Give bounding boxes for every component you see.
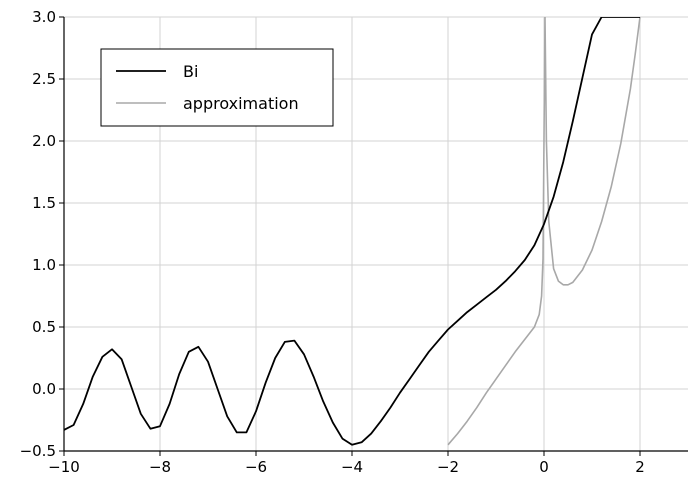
legend-label: Bi (183, 62, 198, 81)
legend-box (100, 48, 334, 127)
tick-labels: −10 −8 −6 −4 −2 0 2 −0.5 0.0 0.5 1.0 1.5 2.0 2.5 3.0 (20, 8, 645, 476)
y-tick-label: 1.5 (32, 194, 56, 212)
y-tick-label: −0.5 (20, 442, 56, 460)
x-tick-label: −6 (245, 458, 267, 476)
legend-label: approximation (183, 94, 299, 113)
x-tick-label: 2 (635, 458, 645, 476)
y-tick-label: 1.0 (32, 256, 56, 274)
series-line-approximation (447, 17, 641, 446)
legend: Bi approximation (100, 48, 334, 127)
y-tick-label: 0.5 (32, 318, 56, 336)
series-line-bi (64, 17, 640, 446)
x-tick-label: −2 (437, 458, 459, 476)
series-layer (64, 17, 641, 446)
y-tick-label: 0.0 (32, 380, 56, 398)
y-tick-label: 2.5 (32, 70, 56, 88)
x-tick-label: −4 (341, 458, 363, 476)
x-tick-label: −10 (48, 458, 80, 476)
y-tick-label: 2.0 (32, 132, 56, 150)
y-tick-label: 3.0 (32, 8, 56, 26)
x-tick-label: −8 (149, 458, 171, 476)
x-tick-label: 0 (539, 458, 549, 476)
axes (59, 16, 688, 456)
